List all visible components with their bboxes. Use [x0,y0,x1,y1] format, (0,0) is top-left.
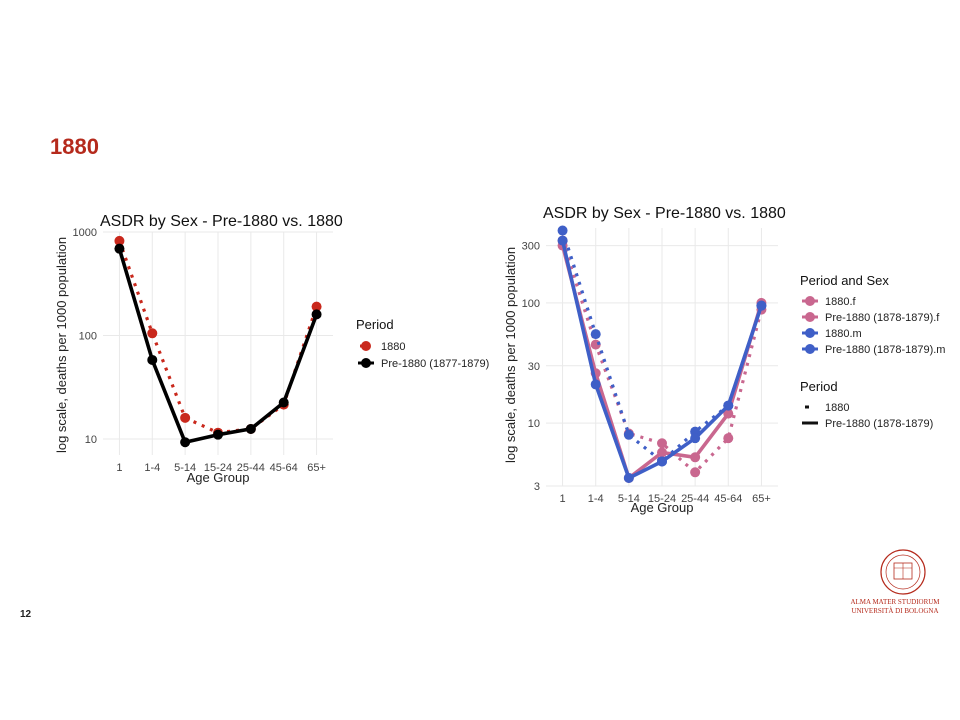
data-point [213,429,223,440]
x-tick-label: 45-64 [270,462,298,474]
legend-label: 1880 [381,341,405,353]
legend-swatch-dot [361,341,371,351]
data-point [657,456,667,467]
data-point [311,309,322,320]
data-point [147,354,158,365]
x-tick-label: 65+ [752,493,771,505]
y-tick-label: 100 [79,330,97,342]
data-point [623,472,634,483]
chart-series [114,235,322,448]
x-tick-label: 45-64 [714,493,742,505]
x-tick-label: 1-4 [144,462,160,474]
legend-swatch-dot [805,344,815,354]
y-tick-label: 100 [522,298,540,310]
x-tick-label: 15-24 [204,462,232,474]
chart-legend: Period and Sex 1880.f Pre-1880 (1878-1879)… [800,273,945,430]
data-point [690,467,701,478]
slide-title: 1880 [50,134,99,159]
data-point [723,408,734,419]
x-tick-label: 25-44 [237,462,265,474]
x-tick-label: 5-14 [618,493,640,505]
data-point [147,328,158,339]
legend-swatch-dot [805,328,815,338]
y-tick-label: 1000 [73,227,97,239]
x-tick-label: 1-4 [588,493,604,505]
chart-asdr-overall: ASDR by Sex - Pre-1880 vs. 1880 10 100 100… [54,213,489,485]
data-point [657,438,667,449]
data-point [114,243,125,254]
x-axis-ticks: 1 1-4 5-14 15-24 25-44 45-64 65+ [116,462,326,474]
data-point [590,379,601,390]
legend-label: 1880.f [825,296,857,308]
chart-title: ASDR by Sex - Pre-1880 vs. 1880 [543,205,786,222]
legend-swatch-dot [805,296,815,306]
data-point [590,329,601,340]
chart-legend: Period 1880 Pre-1880 (1877-1879) [356,317,489,370]
chart-series [557,225,767,483]
legend-swatch-dot [805,312,815,322]
data-point [723,400,734,411]
data-point [657,447,667,458]
data-point [180,437,191,448]
x-tick-label: 25-44 [681,493,709,505]
legend-title: Period and Sex [800,273,889,288]
x-axis-label: Age Group [631,500,694,515]
data-point [278,397,289,408]
legend-label: Pre-1880 (1878-1879).f [825,312,940,324]
x-axis-ticks: 1 1-4 5-14 15-24 25-44 45-64 65+ [560,493,771,505]
slide-number: 12 [20,609,32,620]
legend-label: Pre-1880 (1878-1879) [825,418,933,430]
x-axis-label: Age Group [187,470,250,485]
y-tick-label: 10 [528,418,540,430]
data-point [114,235,125,246]
y-axis-ticks: 10 100 1000 [73,227,97,446]
legend-label: Pre-1880 (1878-1879).m [825,344,945,356]
y-tick-label: 300 [522,241,540,253]
data-point [557,235,568,246]
y-tick-label: 10 [85,434,97,446]
y-tick-label: 3 [534,481,540,493]
data-point [690,452,701,463]
x-tick-label: 15-24 [648,493,676,505]
data-point [723,433,734,444]
chart-grid [103,231,333,455]
x-tick-label: 1 [116,462,122,474]
legend-label: 1880.m [825,328,862,340]
y-axis-label: log scale, deaths per 1000 population [503,247,518,463]
legend-title: Period [356,317,394,332]
data-point [690,433,701,444]
legend-label: Pre-1880 (1877-1879) [381,358,489,370]
x-tick-label: 5-14 [174,462,196,474]
chart-title: ASDR by Sex - Pre-1880 vs. 1880 [100,213,343,230]
x-tick-label: 1 [560,493,566,505]
data-point [756,300,767,311]
logo-line: ALMA MATER STUDIORUM [850,598,940,606]
legend-label: 1880 [825,402,849,414]
data-point [623,429,634,440]
y-tick-label: 30 [528,361,540,373]
data-point [245,423,256,434]
logo-line: UNIVERSITÀ DI BOLOGNA [851,607,939,615]
y-axis-label: log scale, deaths per 1000 population [54,237,69,453]
university-logo-text: ALMA MATER STUDIORUM UNIVERSITÀ DI BOLOG… [835,598,955,616]
university-seal-icon [880,549,926,595]
chart-asdr-by-sex: ASDR by Sex - Pre-1880 vs. 1880 3 10 30 100… [503,205,945,515]
legend-title: Period [800,379,838,394]
legend-swatch-dot [361,358,371,368]
data-point [557,225,568,236]
data-point [311,301,322,312]
y-axis-ticks: 3 10 30 100 300 [522,241,540,493]
data-point [180,412,191,423]
x-tick-label: 65+ [307,462,326,474]
